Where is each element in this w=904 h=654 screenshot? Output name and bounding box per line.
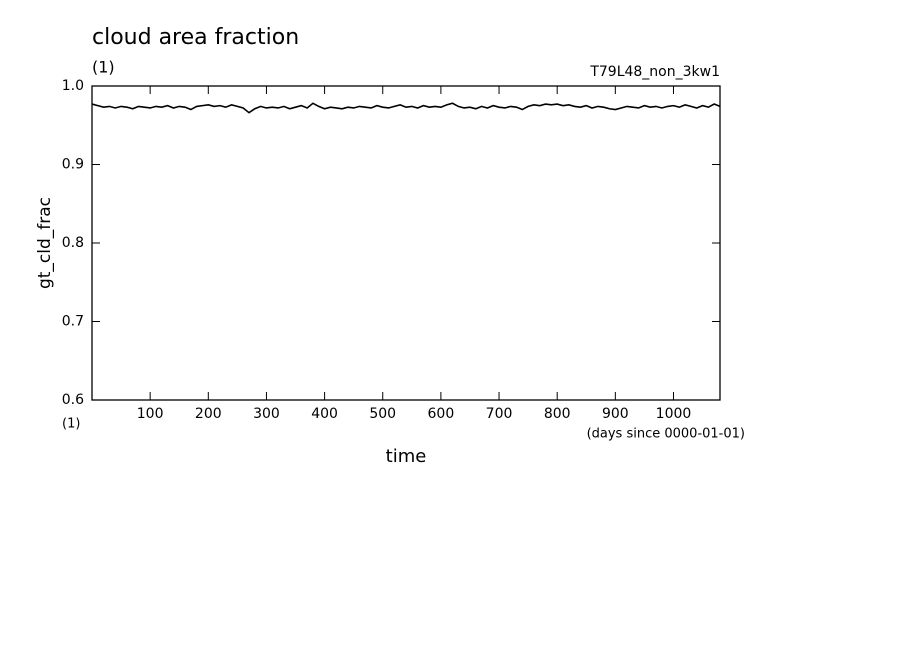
y-units: (1) — [62, 417, 80, 432]
y-tick-label: 1.0 — [62, 78, 84, 94]
x-tick-label: 400 — [311, 406, 338, 422]
annotation: T79L48_non_3kw1 — [589, 64, 720, 80]
y-axis-label: gt_cld_frac — [35, 197, 55, 289]
x-tick-label: 1000 — [656, 406, 692, 422]
x-axis-label: time — [386, 446, 427, 467]
y-tick-label: 0.7 — [62, 314, 84, 330]
y-tick-label: 0.8 — [62, 235, 84, 251]
x-tick-label: 100 — [137, 406, 164, 422]
x-tick-label: 900 — [602, 406, 629, 422]
y-tick-label: 0.9 — [62, 157, 84, 173]
chart-title: cloud area fraction — [92, 25, 299, 50]
data-line — [91, 102, 721, 114]
x-tick-label: 800 — [544, 406, 571, 422]
plot-frame — [91, 85, 721, 401]
x-units: (days since 0000-01-01) — [587, 427, 745, 442]
x-tick-label: 200 — [195, 406, 222, 422]
x-tick-label: 300 — [253, 406, 280, 422]
x-tick-label: 700 — [486, 406, 513, 422]
chart-subtitle: (1) — [92, 58, 115, 77]
x-tick-label: 500 — [369, 406, 396, 422]
y-tick-label: 0.6 — [62, 392, 84, 408]
x-tick-label: 600 — [428, 406, 455, 422]
